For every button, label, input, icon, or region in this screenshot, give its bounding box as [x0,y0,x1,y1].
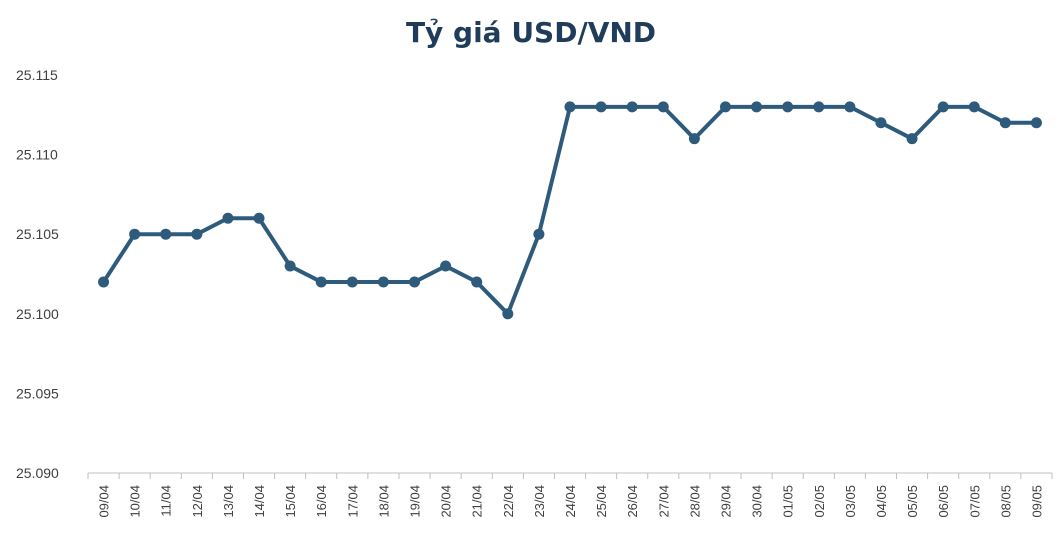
x-tick-label: 02/05 [812,485,827,518]
x-tick-label: 28/04 [687,485,702,518]
x-tick-label: 19/04 [408,485,423,518]
x-tick-label: 29/04 [718,485,733,518]
y-tick-label: 25.095 [16,385,59,401]
x-tick-label: 21/04 [470,485,485,518]
x-tick-label: 10/04 [128,485,143,518]
data-point [315,276,327,288]
y-tick-label: 25.105 [16,226,59,242]
data-point [688,133,700,145]
y-tick-label: 25.090 [16,465,59,481]
series-line [101,104,1037,316]
x-tick-label: 13/04 [221,485,236,518]
data-point [626,101,638,113]
data-point [657,101,669,113]
data-point [782,101,794,113]
x-tick-label: 11/04 [159,485,174,517]
x-axis-labels: 09/04 10/04 11/04 12/04 13/04 14/04 15/04 16/04… [97,485,1045,518]
x-tick-label: 05/05 [905,485,920,518]
data-point [160,228,172,240]
data-point [222,212,234,224]
data-point [533,228,545,240]
x-tick-label: 06/05 [936,485,951,518]
data-point [719,101,731,113]
data-point [906,133,918,145]
x-tick-label: 18/04 [376,485,391,518]
x-tick-label: 14/04 [252,485,267,518]
x-tick-label: 01/05 [781,485,796,518]
x-tick-label: 24/04 [563,485,578,518]
data-point [129,228,141,240]
data-point [564,101,576,113]
data-point [191,228,203,240]
data-point [937,101,949,113]
data-point [875,117,887,129]
x-tick-label: 30/04 [750,485,765,518]
data-point [440,260,452,272]
x-tick-label: 12/04 [190,485,205,518]
x-tick-label: 15/04 [283,485,298,518]
data-point [968,101,980,113]
x-tick-label: 20/04 [439,485,454,518]
data-point [502,308,514,320]
data-point [751,101,763,113]
chart-title: Tỷ giá USD/VND [405,16,657,49]
data-point [253,212,265,224]
data-point [1030,117,1042,129]
data-point [999,117,1011,129]
x-tick-label: 25/04 [594,485,609,518]
data-point [377,276,389,288]
data-point [813,101,825,113]
data-point [346,276,358,288]
x-tick-label: 22/04 [501,485,516,518]
data-point [595,101,607,113]
data-point [409,276,421,288]
y-tick-label: 25.100 [16,306,59,322]
x-tick-label: 09/05 [1029,485,1044,518]
x-tick-label: 26/04 [625,485,640,518]
data-point [471,276,483,288]
x-tick-label: 08/05 [998,485,1013,518]
y-tick-label: 25.115 [16,67,58,83]
x-tick-label: 23/04 [532,485,547,518]
x-tick-label: 16/04 [314,485,329,518]
x-axis-ticks [87,473,1053,479]
x-tick-label: 27/04 [656,485,671,518]
data-point [844,101,856,113]
y-axis-labels: 25.090 25.095 25.100 25.105 25.110 25.115 [16,67,59,481]
data-point [98,276,110,288]
data-points [98,101,1042,320]
x-tick-label: 03/05 [843,485,858,518]
x-tick-label: 09/04 [97,485,112,518]
y-tick-label: 25.110 [16,147,58,163]
data-point [284,260,296,272]
x-tick-label: 17/04 [345,485,360,518]
x-tick-label: 04/05 [874,485,889,518]
x-tick-label: 07/05 [967,485,982,518]
